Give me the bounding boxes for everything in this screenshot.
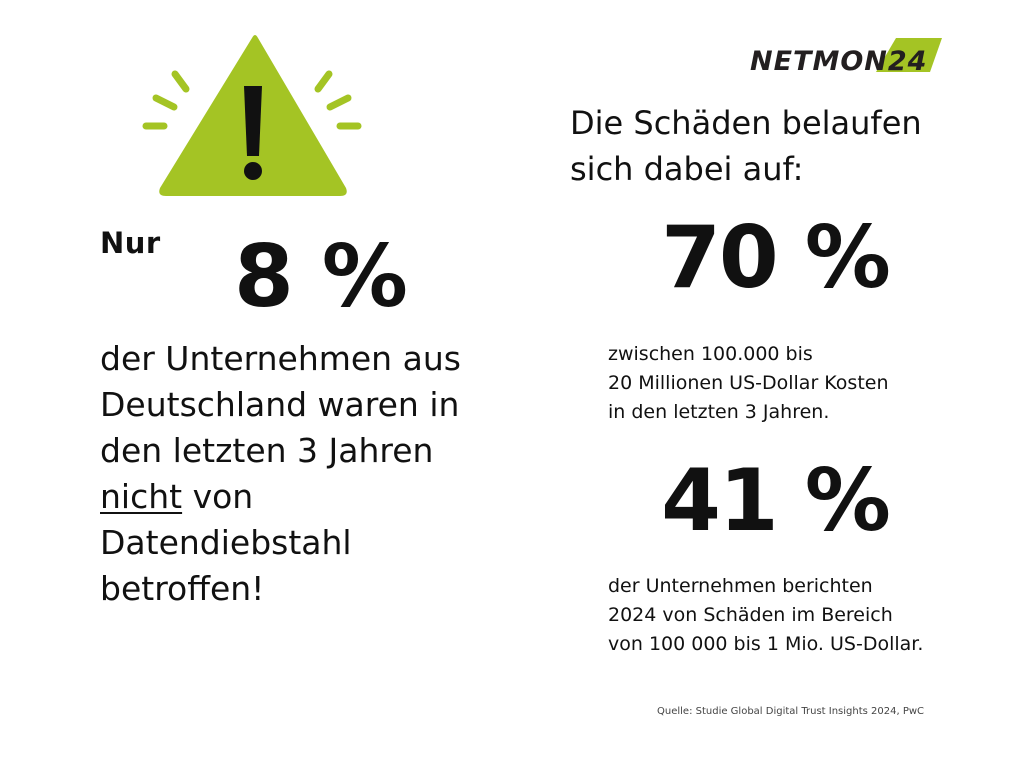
stat1-description: zwischen 100.000 bis 20 Millionen US-Dol…: [608, 340, 988, 427]
exclamation-triangle-icon: [140, 28, 370, 208]
left-line: Datendiebstahl: [100, 523, 352, 562]
left-line: den letzten 3 Jahren: [100, 431, 434, 470]
big-percentage-70: 70 %: [661, 208, 891, 308]
source-note: Quelle: Studie Global Digital Trust Insi…: [657, 706, 925, 717]
stat2-description: der Unternehmen berichten 2024 von Schäd…: [608, 572, 988, 659]
prefix-label: Nur: [100, 226, 161, 260]
stat2-line: von 100 000 bis 1 Mio. US-Dollar.: [608, 633, 924, 655]
heading-line: Die Schäden belaufen: [570, 104, 922, 142]
left-line: nicht von: [100, 474, 500, 520]
right-heading: Die Schäden belaufen sich dabei auf:: [570, 100, 970, 192]
stat2-line: der Unternehmen berichten: [608, 575, 873, 597]
underlined-word: nicht: [100, 477, 183, 516]
left-line-tail: von: [182, 477, 254, 516]
logo-text: NETMON24: [750, 46, 927, 77]
left-line: Deutschland waren in: [100, 385, 460, 424]
netmon24-logo: NETMON24: [746, 34, 946, 78]
stat1-line: in den letzten 3 Jahren.: [608, 401, 830, 423]
left-line: der Unternehmen aus: [100, 339, 461, 378]
big-percentage-left: 8 %: [234, 227, 408, 327]
heading-line: sich dabei auf:: [570, 150, 804, 188]
left-description: der Unternehmen aus Deutschland waren in…: [100, 336, 500, 612]
stat1-line: zwischen 100.000 bis: [608, 343, 813, 365]
big-percentage-41: 41 %: [661, 451, 891, 551]
stat2-line: 2024 von Schäden im Bereich: [608, 604, 893, 626]
stat1-line: 20 Millionen US-Dollar Kosten: [608, 372, 889, 394]
left-line: betroffen!: [100, 569, 265, 608]
